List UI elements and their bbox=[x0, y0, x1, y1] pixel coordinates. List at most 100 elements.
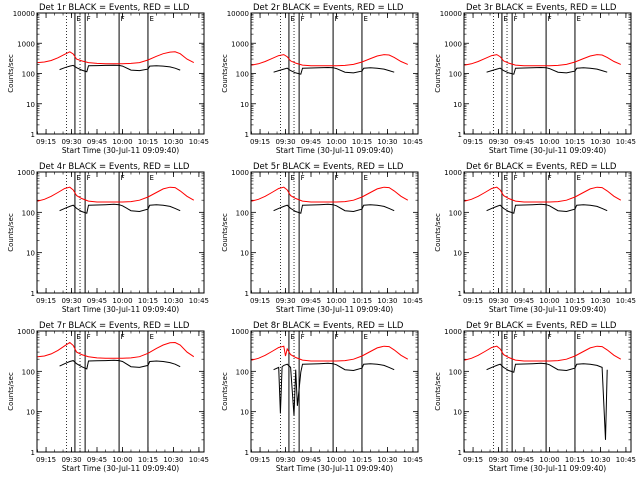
y-axis-label: Counts/sec bbox=[434, 213, 442, 252]
detector-panel-9: Det 9r BLACK = Events, RED = LLD 1 10 100 10… bbox=[434, 321, 636, 473]
marker-label: E bbox=[363, 15, 367, 23]
y-tick-label: 1000 bbox=[444, 328, 462, 336]
plot-frame bbox=[250, 12, 419, 135]
x-axis-label: Start Time (30-Jul-11 09:09:40) bbox=[489, 146, 606, 155]
x-tick-label: 09:45 bbox=[301, 138, 321, 146]
x-tick-label: 09:30 bbox=[275, 297, 295, 305]
x-tick-label: 10:00 bbox=[112, 297, 132, 305]
marker-label: E bbox=[503, 15, 507, 23]
detector-panel-7: Det 7r BLACK = Events, RED = LLD 1 10 100 10… bbox=[7, 321, 209, 473]
marker-label: E bbox=[363, 333, 367, 341]
x-tick-label: 09:30 bbox=[275, 456, 295, 464]
x-tick-label: 09:45 bbox=[301, 297, 321, 305]
detector-panel-6: Det 6r BLACK = Events, RED = LLD 1 10 100 10… bbox=[434, 162, 636, 314]
x-tick-label: 10:15 bbox=[565, 138, 585, 146]
y-tick-label: 1000 bbox=[231, 169, 249, 177]
marker-label: E bbox=[76, 174, 80, 182]
plot-frame bbox=[250, 330, 419, 453]
y-tick-label: 1000 bbox=[444, 40, 462, 48]
events-series-line bbox=[486, 362, 608, 440]
marker-label: E bbox=[149, 333, 153, 341]
detector-panel-3: Det 3r BLACK = Events, RED = LLD 1 10 100 10… bbox=[434, 3, 636, 155]
x-tick-label: 09:15 bbox=[36, 456, 56, 464]
marker-label: F bbox=[301, 174, 305, 182]
x-tick-label: 09:15 bbox=[250, 456, 270, 464]
x-tick-label: 10:00 bbox=[112, 456, 132, 464]
x-axis-label: Start Time (30-Jul-11 09:09:40) bbox=[489, 464, 606, 473]
x-axis-label: Start Time (30-Jul-11 09:09:40) bbox=[489, 305, 606, 314]
y-tick-label: 1 bbox=[245, 449, 249, 457]
plot-frame bbox=[250, 171, 419, 294]
y-tick-label: 100 bbox=[22, 209, 35, 217]
lld-series-line bbox=[251, 186, 409, 203]
detector-panel-1: Det 1r BLACK = Events, RED = LLD 1 10 100 10… bbox=[7, 3, 209, 155]
x-tick-label: 10:30 bbox=[163, 456, 183, 464]
y-tick-label: 100 bbox=[22, 71, 35, 79]
panel-title: Det 9r BLACK = Events, RED = LLD bbox=[466, 321, 617, 331]
y-tick-label: 10000 bbox=[440, 10, 462, 18]
y-tick-label: 100 bbox=[236, 209, 249, 217]
marker-label: E bbox=[149, 174, 153, 182]
x-axis-label: Start Time (30-Jul-11 09:09:40) bbox=[276, 146, 393, 155]
y-tick-label: 1000 bbox=[231, 40, 249, 48]
y-axis-label: Counts/sec bbox=[221, 372, 229, 411]
x-tick-label: 09:30 bbox=[488, 297, 508, 305]
y-tick-label: 10 bbox=[26, 101, 35, 109]
x-tick-label: 10:45 bbox=[616, 456, 636, 464]
marker-label: E bbox=[290, 333, 294, 341]
panel-title: Det 5r BLACK = Events, RED = LLD bbox=[253, 162, 404, 172]
marker-label: F bbox=[548, 333, 552, 341]
y-tick-label: 1000 bbox=[17, 328, 35, 336]
x-tick-label: 10:45 bbox=[616, 138, 636, 146]
x-tick-label: 10:30 bbox=[377, 456, 397, 464]
x-tick-label: 09:15 bbox=[250, 297, 270, 305]
x-tick-label: 10:30 bbox=[163, 297, 183, 305]
marker-label: E bbox=[576, 333, 580, 341]
plot-frame bbox=[36, 330, 205, 453]
plot-frame bbox=[463, 171, 632, 294]
lld-series-line bbox=[251, 54, 408, 67]
x-tick-label: 09:30 bbox=[61, 297, 81, 305]
x-tick-label: 10:45 bbox=[189, 456, 209, 464]
y-tick-label: 1 bbox=[458, 131, 462, 139]
detector-panel-8: Det 8r BLACK = Events, RED = LLD 1 10 100 10… bbox=[221, 321, 423, 473]
lld-series-line bbox=[464, 54, 621, 67]
x-tick-label: 09:15 bbox=[36, 297, 56, 305]
x-tick-label: 10:15 bbox=[565, 297, 585, 305]
marker-label: E bbox=[576, 174, 580, 182]
x-tick-label: 10:45 bbox=[189, 297, 209, 305]
y-axis-label: Counts/sec bbox=[7, 213, 15, 252]
x-tick-label: 09:30 bbox=[61, 138, 81, 146]
y-tick-label: 10 bbox=[453, 101, 462, 109]
events-series-line bbox=[486, 203, 608, 214]
y-axis-label: Counts/sec bbox=[7, 372, 15, 411]
x-tick-label: 09:15 bbox=[250, 138, 270, 146]
y-axis-label: Counts/sec bbox=[434, 54, 442, 93]
events-series-line bbox=[273, 203, 395, 214]
y-tick-label: 1 bbox=[245, 290, 249, 298]
panel-title: Det 2r BLACK = Events, RED = LLD bbox=[253, 3, 404, 13]
x-tick-label: 10:00 bbox=[539, 297, 559, 305]
x-axis-label: Start Time (30-Jul-11 09:09:40) bbox=[62, 146, 179, 155]
detector-panel-5: Det 5r BLACK = Events, RED = LLD 1 10 100 10… bbox=[221, 162, 423, 314]
y-tick-label: 100 bbox=[449, 368, 462, 376]
lld-series-line bbox=[37, 51, 195, 65]
x-tick-label: 09:30 bbox=[488, 456, 508, 464]
events-series-line bbox=[273, 66, 395, 75]
x-axis-label: Start Time (30-Jul-11 09:09:40) bbox=[62, 305, 179, 314]
lld-series-line bbox=[251, 345, 409, 362]
x-tick-label: 09:45 bbox=[514, 456, 534, 464]
x-tick-label: 10:30 bbox=[590, 297, 610, 305]
y-tick-label: 1 bbox=[245, 131, 249, 139]
events-series-line bbox=[59, 359, 181, 370]
events-series-line bbox=[59, 64, 181, 73]
panel-title: Det 7r BLACK = Events, RED = LLD bbox=[39, 321, 190, 331]
y-axis-label: Counts/sec bbox=[221, 213, 229, 252]
lld-series-line bbox=[464, 186, 622, 203]
y-tick-label: 10 bbox=[453, 250, 462, 258]
marker-label: F bbox=[548, 15, 552, 23]
marker-label: F bbox=[121, 333, 125, 341]
marker-label: E bbox=[290, 15, 294, 23]
x-tick-label: 10:45 bbox=[189, 138, 209, 146]
